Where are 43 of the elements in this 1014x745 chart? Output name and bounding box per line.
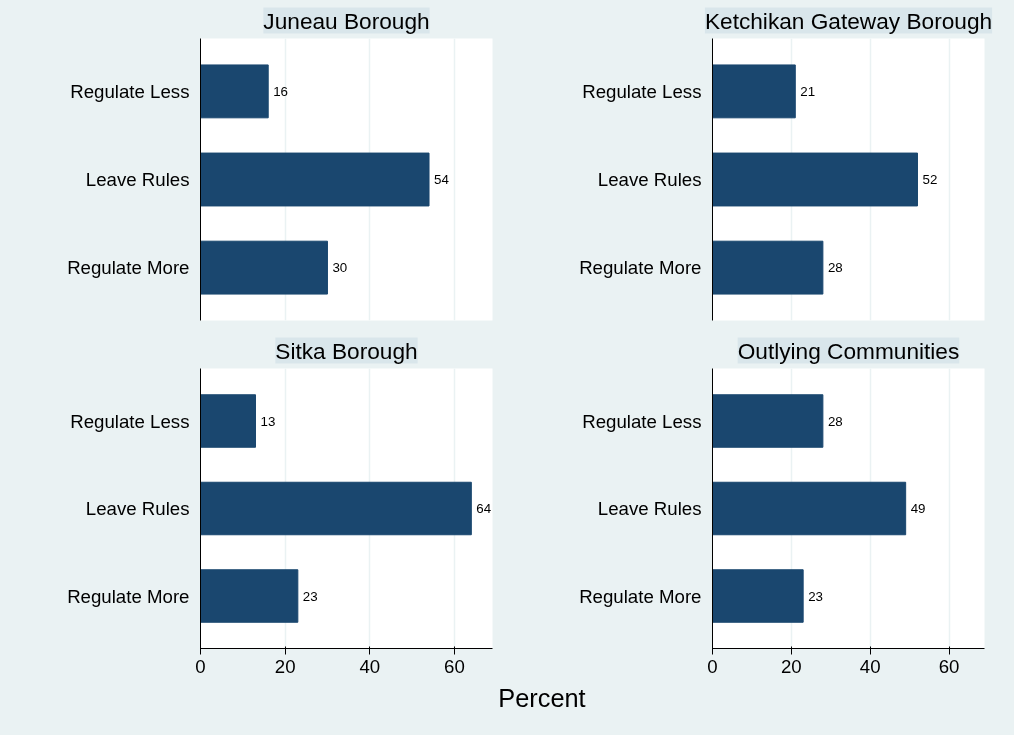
data-label: 16 <box>273 83 289 99</box>
bar <box>712 569 804 623</box>
chart-title: Juneau Borough <box>263 7 430 34</box>
x-axis-title: Percent <box>498 683 586 714</box>
data-label: 52 <box>922 172 938 187</box>
y-tick-label: Leave Rules <box>85 169 190 190</box>
x-tick-label: 20 <box>274 655 296 677</box>
data-label: 13 <box>260 413 276 429</box>
x-tick-label: 0 <box>195 655 206 677</box>
x-tick-label: 40 <box>859 655 881 677</box>
y-tick-label: Regulate Less <box>582 410 702 432</box>
x-tick-label: 40 <box>359 655 381 677</box>
x-tick-label: 60 <box>444 655 465 677</box>
data-label: 54 <box>434 172 450 187</box>
y-tick-label: Regulate More <box>67 257 190 279</box>
bar <box>200 394 257 448</box>
y-tick-label: Leave Rules <box>597 498 702 519</box>
y-tick-label: Regulate Less <box>582 80 702 102</box>
bar <box>712 394 824 448</box>
data-label: 64 <box>476 501 492 516</box>
y-tick-label: Leave Rules <box>597 169 702 190</box>
data-label: 21 <box>800 83 816 99</box>
chart-title: Sitka Borough <box>275 337 418 364</box>
x-tick-label: 60 <box>938 655 960 677</box>
bar <box>712 481 907 536</box>
y-tick-label: Regulate Less <box>70 410 190 432</box>
y-tick-label: Regulate More <box>579 585 702 607</box>
y-tick-label: Regulate Less <box>70 80 190 102</box>
chart-title: Ketchikan Gateway Borough <box>704 7 993 34</box>
y-tick-label: Leave Rules <box>85 498 190 519</box>
y-tick-label: Regulate More <box>579 257 702 279</box>
y-tick-label: Regulate More <box>67 585 190 607</box>
data-label: 23 <box>808 588 823 604</box>
data-label: 28 <box>827 413 843 429</box>
data-label: 49 <box>910 501 926 516</box>
bar <box>200 569 299 623</box>
data-label: 28 <box>827 260 843 276</box>
x-tick-label: 0 <box>707 655 718 677</box>
bar <box>200 481 472 536</box>
data-label: 30 <box>332 260 348 276</box>
x-tick-label: 20 <box>780 655 802 677</box>
chart-title: Outlying Communities <box>737 337 960 364</box>
data-label: 23 <box>302 588 318 604</box>
